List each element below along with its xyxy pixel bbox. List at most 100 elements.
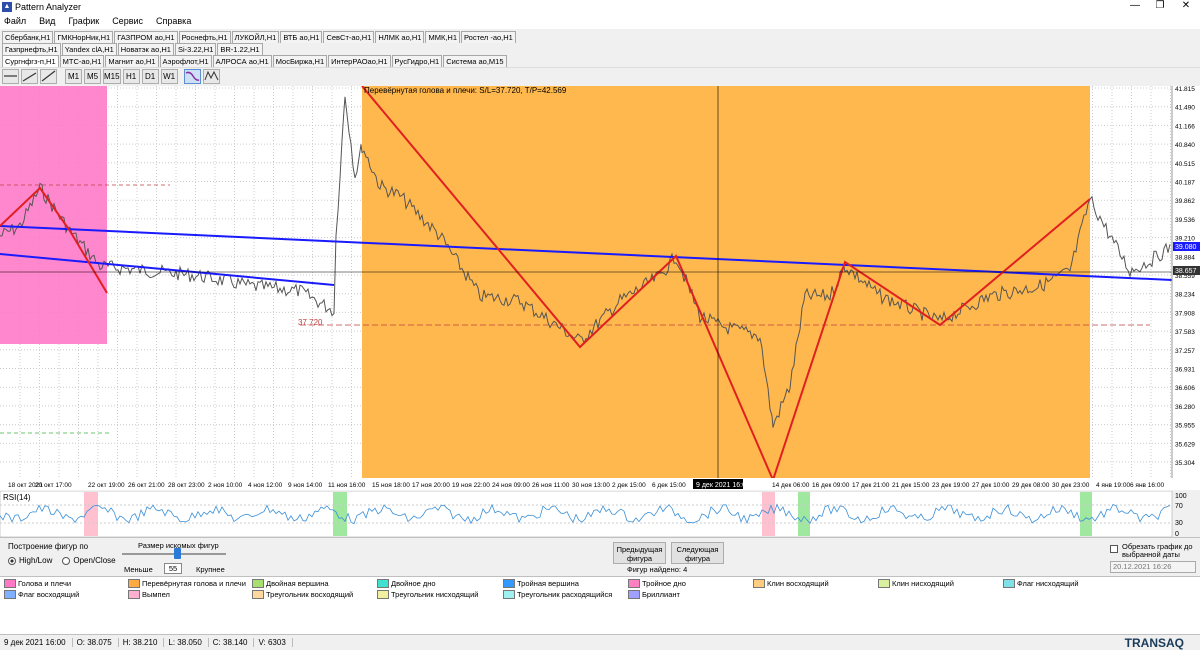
legend-swatch — [628, 579, 640, 588]
prev-figure-button[interactable]: Предыдущая фигура — [613, 542, 666, 564]
tf-h1[interactable]: H1 — [122, 69, 140, 84]
legend-item: Флаг восходящий — [4, 590, 79, 599]
time-tick: 30 ноя 13:00 — [572, 482, 610, 489]
menu-file[interactable]: Файл — [4, 16, 27, 26]
tab-instrument[interactable]: BR-1.22,H1 — [217, 43, 263, 55]
time-tick: 6 дек 15:00 — [652, 482, 686, 489]
close-button[interactable]: ✕ — [1181, 0, 1191, 11]
tab-instrument[interactable]: ГАЗПРОМ ао,H1 — [114, 31, 178, 43]
time-tick: 11 ноя 16:00 — [328, 482, 366, 489]
tab-instrument[interactable]: ЛУКОЙЛ,H1 — [231, 31, 280, 43]
time-tick: 6 янв 16:00 — [1130, 482, 1164, 489]
cut-date-field[interactable]: 20.12.2021 16:26 — [1110, 561, 1196, 573]
tab-instrument[interactable]: Ростел -ао,H1 — [461, 31, 516, 43]
tab-instrument[interactable]: Роснефть,H1 — [178, 31, 231, 43]
tab-instrument[interactable]: Аэрофлот,H1 — [159, 55, 212, 67]
legend-swatch — [1003, 579, 1015, 588]
legend-swatch — [628, 590, 640, 599]
tab-instrument[interactable]: Новатэк ао,H1 — [117, 43, 174, 55]
legend-label: Тройное дно — [642, 579, 686, 588]
tf-m1[interactable]: M1 — [65, 69, 82, 84]
cut-checkbox[interactable] — [1110, 545, 1118, 553]
tab-instrument[interactable]: ММК,H1 — [425, 31, 460, 43]
tab-instrument[interactable]: Система ао,M15 — [443, 55, 507, 67]
tab-instrument[interactable]: АЛРОСА ао,H1 — [212, 55, 272, 67]
legend-label: Треугольник нисходящий — [391, 590, 479, 599]
price-tick: 36.280 — [1175, 404, 1195, 411]
tab-instrument[interactable]: Сургнфгз-п,H1 — [2, 55, 59, 67]
menu-chart[interactable]: График — [68, 16, 100, 26]
status-bar: 9 дек 2021 16:00 O: 38.075 H: 38.210 L: … — [0, 634, 1200, 650]
tab-instrument[interactable]: МТС-ао,H1 — [59, 55, 105, 67]
price-tick: 36.606 — [1175, 385, 1195, 392]
tab-instrument[interactable]: ВТБ ао,H1 — [280, 31, 323, 43]
status-low: L: 38.050 — [168, 638, 209, 647]
legend-swatch — [128, 579, 140, 588]
legend-swatch — [128, 590, 140, 599]
pattern-label: Перевёрнутая голова и плечи: S/L=37.720,… — [364, 86, 567, 95]
minimize-button[interactable]: — — [1130, 0, 1140, 11]
price-chart[interactable]: 37.720 Перевёрнутая голова и плечи: S/L=… — [0, 85, 1200, 490]
legend-swatch — [503, 579, 515, 588]
legend-item: Тройное дно — [628, 579, 686, 588]
price-tick: 40.840 — [1175, 142, 1195, 149]
rsi-tick: 100 — [1175, 493, 1187, 500]
wave-icon[interactable] — [183, 69, 201, 84]
zigzag-icon[interactable] — [202, 69, 220, 84]
menu-help[interactable]: Справка — [156, 16, 192, 26]
trend-tool-icon[interactable] — [40, 69, 57, 84]
price-chart-svg[interactable]: 37.720 Перевёрнутая голова и плечи: S/L=… — [0, 85, 1200, 490]
time-tick: 4 ноя 12:00 — [248, 482, 283, 489]
tab-instrument[interactable]: НЛМК ао,H1 — [375, 31, 425, 43]
time-tick: 17 дек 21:00 — [852, 482, 890, 489]
price-tick: 35.629 — [1175, 441, 1195, 448]
legend-label: Вымпел — [142, 590, 170, 599]
legend-item: Перевёрнутая голова и плечи — [128, 579, 246, 588]
legend-item: Треугольник нисходящий — [377, 590, 478, 599]
tab-instrument[interactable]: Yandex clA,H1 — [61, 43, 117, 55]
tab-instrument[interactable]: Газпрнефть,H1 — [2, 43, 61, 55]
tab-instrument[interactable]: ИнтерРАОао,H1 — [328, 55, 391, 67]
tf-d1[interactable]: D1 — [141, 69, 159, 84]
size-value[interactable]: 55 — [164, 563, 182, 574]
toolbar: M1 M5 M15 H1 D1 W1 — [0, 67, 1200, 85]
legend-swatch — [252, 579, 264, 588]
legend-label: Треугольник восходящий — [266, 590, 354, 599]
time-tick: 21 дек 15:00 — [892, 482, 930, 489]
legend-item: Треугольник расходящийся — [503, 590, 612, 599]
price-tick: 37.583 — [1175, 329, 1195, 336]
tab-instrument[interactable]: ГМКНорНик,H1 — [54, 31, 114, 43]
time-tick: 22 окт 19:00 — [88, 482, 125, 489]
status-volume: V: 6303 — [258, 638, 293, 647]
tab-instrument[interactable]: Сбербанк,H1 — [2, 31, 54, 43]
price-tick: 39.210 — [1175, 236, 1195, 243]
tab-instrument[interactable]: МосБиржа,H1 — [272, 55, 328, 67]
size-slider-thumb[interactable] — [174, 548, 181, 559]
price-tick: 40.515 — [1175, 161, 1195, 168]
line-tool-icon[interactable] — [2, 69, 19, 84]
hline-tool-icon[interactable] — [21, 69, 38, 84]
time-tick: 24 ноя 09:00 — [492, 482, 530, 489]
tf-m15[interactable]: M15 — [103, 69, 121, 84]
time-tick: 19 ноя 22:00 — [452, 482, 490, 489]
menu-service[interactable]: Сервис — [112, 16, 144, 26]
tab-instrument[interactable]: СевСт-ао,H1 — [323, 31, 375, 43]
radio-high-low[interactable] — [8, 556, 16, 565]
next-figure-button[interactable]: Следующая фигура — [671, 542, 724, 564]
maximize-button[interactable]: ❐ — [1155, 0, 1165, 11]
menu-view[interactable]: Вид — [39, 16, 56, 26]
tab-instrument[interactable]: Магнит ао,H1 — [105, 55, 159, 67]
radio-open-close[interactable] — [62, 556, 71, 565]
time-tick: 23 дек 19:00 — [932, 482, 970, 489]
tab-instrument[interactable]: Si-3.22,H1 — [174, 43, 217, 55]
tab-instrument[interactable]: РусГидро,H1 — [391, 55, 443, 67]
tf-w1[interactable]: W1 — [160, 69, 178, 84]
price-tick: 38.884 — [1175, 254, 1195, 261]
rsi-tick: 70 — [1175, 503, 1183, 510]
rsi-panel[interactable]: RSI(14) 100 70 30 0 — [0, 490, 1200, 538]
tf-m5[interactable]: M5 — [84, 69, 101, 84]
time-tick: 27 дек 10:00 — [972, 482, 1010, 489]
legend-item: Вымпел — [128, 590, 170, 599]
size-label: Размер искомых фигур — [138, 541, 219, 550]
legend-swatch — [878, 579, 890, 588]
